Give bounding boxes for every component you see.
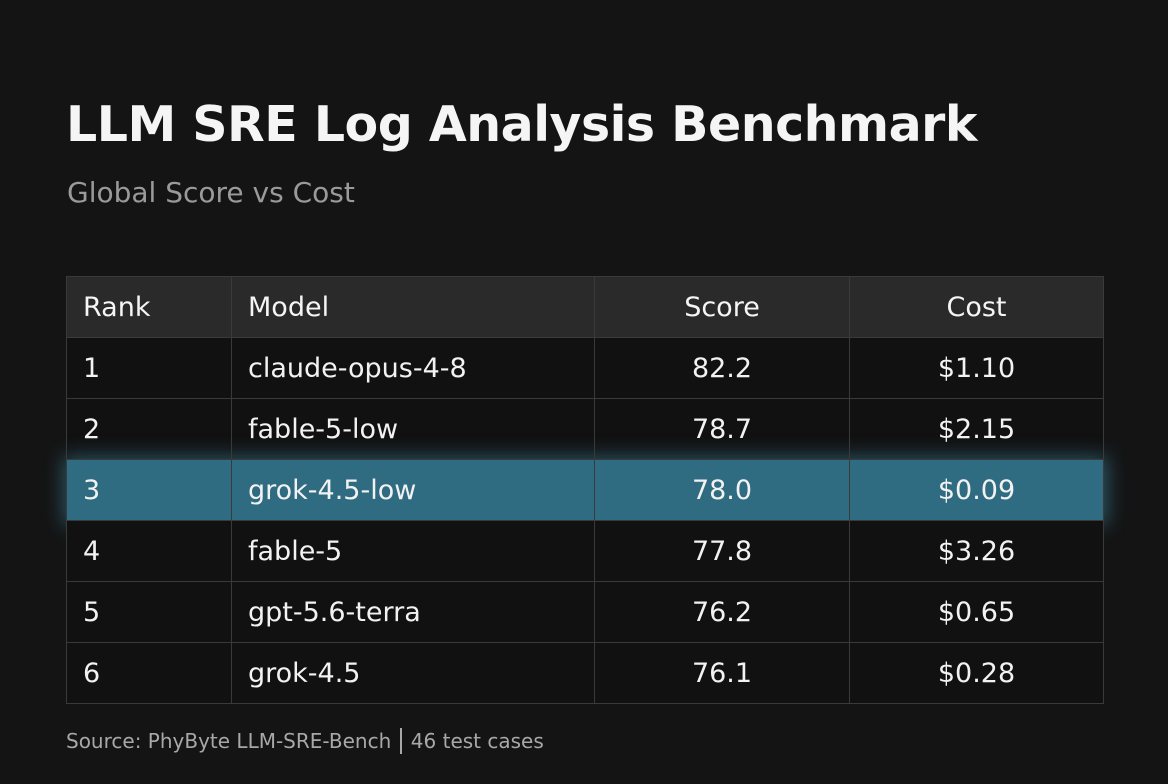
- table-cell: grok-4.5: [231, 642, 595, 704]
- column-header: Model: [231, 276, 595, 338]
- table-cell: grok-4.5-low: [231, 459, 595, 521]
- table-cell: $0.28: [849, 642, 1104, 704]
- table-cell: 4: [66, 520, 232, 582]
- table-body: 1 claude-opus-4-8 82.2 $1.10 2 fable-5-low 78.…: [66, 337, 1104, 704]
- column-header: Cost: [849, 276, 1104, 338]
- table-cell: fable-5-low: [231, 398, 595, 460]
- table-cell: 78.7: [594, 398, 850, 460]
- table-cell: $1.10: [849, 337, 1104, 399]
- table-row: 2 fable-5-low 78.7 $2.15: [66, 398, 1104, 460]
- footer: Source: PhyByte LLM-SRE-Bench 46 test ca…: [66, 728, 544, 754]
- table-row: 3 grok-4.5-low 78.0 $0.09: [66, 459, 1104, 521]
- results-table: Rank Model Score Cost 1 claude-opus-4-8 82.2 $…: [66, 276, 1104, 704]
- table-cell: claude-opus-4-8: [231, 337, 595, 399]
- table-head: Rank Model Score Cost: [66, 276, 1104, 338]
- separator: [400, 728, 402, 754]
- table-cell: $3.26: [849, 520, 1104, 582]
- subtitle: Global Score vs Cost: [67, 176, 355, 209]
- table-row: 4 fable-5 77.8 $3.26: [66, 520, 1104, 582]
- table-cell: 2: [66, 398, 232, 460]
- table-cell: 5: [66, 581, 232, 643]
- table-cell: $2.15: [849, 398, 1104, 460]
- header-row: Rank Model Score Cost: [66, 276, 1104, 338]
- table-cell: 76.2: [594, 581, 850, 643]
- column-header: Rank: [66, 276, 232, 338]
- table-cell: 3: [66, 459, 232, 521]
- table-row: 6 grok-4.5 76.1 $0.28: [66, 642, 1104, 704]
- table-cell: 76.1: [594, 642, 850, 704]
- table-cell: $0.09: [849, 459, 1104, 521]
- table-cell: 82.2: [594, 337, 850, 399]
- table-cell: fable-5: [231, 520, 595, 582]
- table-row: 5 gpt-5.6-terra 76.2 $0.65: [66, 581, 1104, 643]
- table-row: 1 claude-opus-4-8 82.2 $1.10: [66, 337, 1104, 399]
- table-cell: gpt-5.6-terra: [231, 581, 595, 643]
- table-cell: $0.65: [849, 581, 1104, 643]
- table-cell: 1: [66, 337, 232, 399]
- table-cell: 6: [66, 642, 232, 704]
- title: LLM SRE Log Analysis Benchmark: [66, 96, 977, 153]
- test-cases: 46 test cases: [410, 729, 544, 753]
- source: Source: PhyByte LLM-SRE-Bench: [66, 729, 392, 753]
- table-cell: 78.0: [594, 459, 850, 521]
- table-cell: 77.8: [594, 520, 850, 582]
- column-header: Score: [594, 276, 850, 338]
